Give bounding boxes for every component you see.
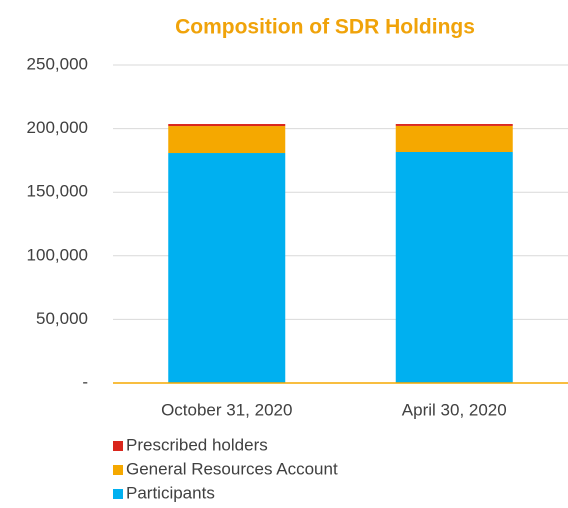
legend-label: General Resources Account bbox=[126, 459, 338, 478]
y-tick-label: 50,000 bbox=[36, 309, 88, 328]
legend-label: Prescribed holders bbox=[126, 435, 268, 454]
y-tick-label: - bbox=[82, 372, 88, 391]
bar-segment bbox=[168, 124, 286, 127]
bar-segment bbox=[168, 153, 286, 383]
y-tick-label: 100,000 bbox=[27, 245, 88, 264]
legend-label: Participants bbox=[126, 483, 215, 502]
chart-title: Composition of SDR Holdings bbox=[175, 16, 475, 39]
legend-swatch bbox=[113, 465, 123, 475]
legend-swatch bbox=[113, 441, 123, 451]
bar-segment bbox=[168, 126, 286, 154]
x-tick-label: October 31, 2020 bbox=[161, 400, 292, 419]
y-tick-label: 200,000 bbox=[27, 118, 88, 137]
bar-segment bbox=[395, 124, 513, 126]
y-tick-label: 250,000 bbox=[27, 54, 88, 73]
legend-swatch bbox=[113, 489, 123, 499]
bar-segment bbox=[395, 125, 513, 153]
y-tick-label: 150,000 bbox=[27, 182, 88, 201]
bar-segment bbox=[395, 152, 513, 383]
x-tick-label: April 30, 2020 bbox=[402, 400, 507, 419]
